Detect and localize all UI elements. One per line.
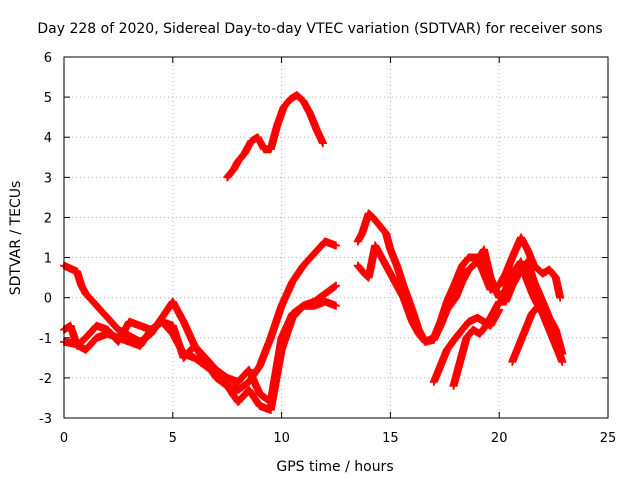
y-tick-label: -2 bbox=[39, 372, 52, 387]
x-axis-label: GPS time / hours bbox=[276, 459, 393, 475]
y-tick-label: 4 bbox=[44, 131, 52, 146]
plot-frame bbox=[63, 56, 609, 419]
grid bbox=[64, 57, 608, 418]
y-tick-label: -3 bbox=[39, 412, 52, 427]
x-tick-label: 5 bbox=[169, 431, 177, 446]
data-point bbox=[332, 301, 340, 310]
y-tick-label: 0 bbox=[44, 292, 52, 307]
y-tick-label: 3 bbox=[44, 171, 52, 186]
series-arc-i bbox=[508, 301, 567, 366]
x-tick-label: 0 bbox=[60, 431, 68, 446]
y-tick-label: 1 bbox=[44, 252, 52, 267]
x-tick-label: 25 bbox=[600, 431, 617, 446]
data-point bbox=[332, 281, 340, 290]
series-layer bbox=[60, 91, 567, 414]
series-arc-b bbox=[60, 281, 340, 406]
series-arc-c bbox=[60, 297, 340, 414]
y-tick-labels: -3 -2 -1 0 1 2 3 4 5 6 bbox=[39, 51, 52, 427]
x-tick-label: 15 bbox=[382, 431, 399, 446]
data-point bbox=[558, 357, 567, 366]
data-point bbox=[556, 293, 565, 302]
series-arc-d bbox=[223, 91, 327, 182]
y-tick-label: 5 bbox=[44, 91, 52, 106]
x-tick-labels: 0 5 10 15 20 25 bbox=[60, 431, 616, 446]
y-tick-label: 6 bbox=[44, 51, 52, 66]
chart-title: Day 228 of 2020, Sidereal Day-to-day VTE… bbox=[37, 21, 602, 37]
y-tick-label: 2 bbox=[44, 211, 52, 226]
x-tick-label: 10 bbox=[273, 431, 290, 446]
data-point bbox=[318, 139, 327, 148]
data-point bbox=[332, 241, 340, 250]
y-tick-label: -1 bbox=[39, 332, 52, 347]
tick-marks bbox=[63, 56, 609, 419]
x-tick-label: 20 bbox=[491, 431, 508, 446]
y-axis-label: SDTVAR / TECUs bbox=[8, 181, 24, 296]
series-arc-g bbox=[429, 305, 504, 386]
series-arc-h bbox=[449, 257, 567, 390]
